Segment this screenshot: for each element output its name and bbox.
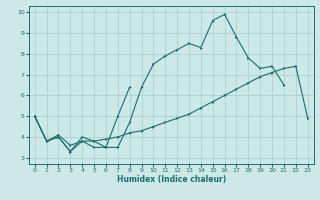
X-axis label: Humidex (Indice chaleur): Humidex (Indice chaleur) — [116, 175, 226, 184]
